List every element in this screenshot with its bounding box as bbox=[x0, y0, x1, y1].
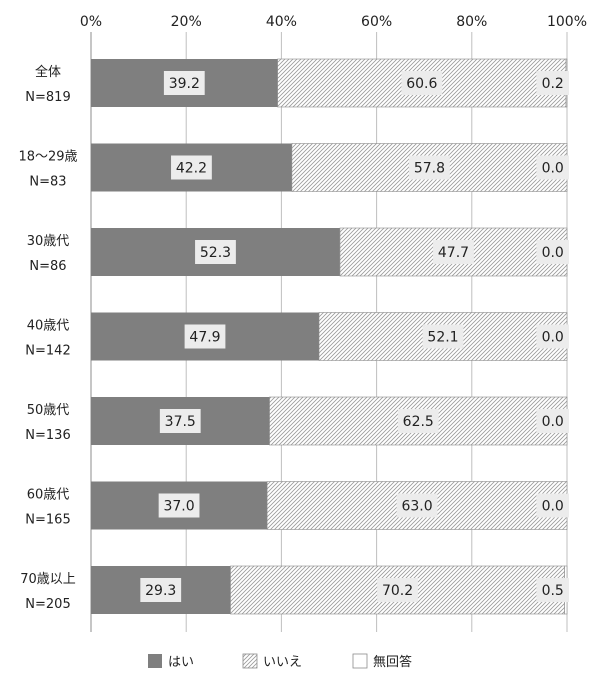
data-label: 42.2 bbox=[176, 161, 207, 177]
data-label-bg bbox=[159, 409, 201, 433]
data-label-bg bbox=[536, 155, 569, 180]
data-label: 37.5 bbox=[165, 414, 196, 430]
data-label-bg bbox=[397, 409, 439, 433]
data-label: 29.3 bbox=[145, 583, 176, 599]
category-n: N=83 bbox=[29, 175, 66, 190]
data-label: 52.1 bbox=[427, 330, 458, 346]
category-name: 70歳以上 bbox=[20, 572, 76, 587]
category-name: 60歳代 bbox=[27, 488, 70, 503]
category-name: 全体 bbox=[35, 64, 61, 80]
data-label: 0.0 bbox=[542, 414, 564, 430]
bar-segment bbox=[339, 227, 568, 277]
x-tick-label: 40% bbox=[266, 14, 297, 30]
legend-swatch bbox=[352, 653, 368, 669]
data-label: 57.8 bbox=[414, 161, 445, 177]
data-label-bg bbox=[396, 493, 438, 518]
data-label: 0.5 bbox=[542, 583, 564, 599]
data-label-bg bbox=[377, 578, 418, 602]
category-name: 30歳代 bbox=[27, 234, 70, 249]
category-n: N=86 bbox=[29, 259, 66, 274]
data-label: 52.3 bbox=[200, 245, 231, 261]
data-label-bg bbox=[171, 155, 212, 180]
category-n: N=136 bbox=[25, 428, 70, 443]
data-label-bg bbox=[536, 409, 569, 433]
category-name: 40歳代 bbox=[27, 319, 70, 334]
data-label: 0.0 bbox=[542, 161, 564, 177]
data-label-bg bbox=[158, 493, 200, 518]
x-tick-label: 60% bbox=[361, 14, 392, 30]
x-tick-label: 20% bbox=[171, 14, 202, 30]
x-tick-label: 80% bbox=[456, 14, 487, 30]
data-label: 0.0 bbox=[542, 499, 564, 515]
category-n: N=142 bbox=[25, 344, 70, 359]
data-label: 47.7 bbox=[438, 245, 469, 261]
legend: はい いいえ 無回答 bbox=[148, 653, 412, 670]
data-label-bg bbox=[184, 324, 226, 349]
category-labels: 全体 N=819 18～29歳 N=83 30歳代 N=86 40歳代 N=142 50歳代 N=… bbox=[18, 64, 77, 612]
data-label: 70.2 bbox=[382, 583, 413, 599]
data-label-bg bbox=[536, 324, 569, 349]
data-label-bg bbox=[401, 71, 443, 95]
data-label: 60.6 bbox=[406, 76, 437, 92]
legend-label: いいえ bbox=[263, 655, 302, 670]
data-label: 0.0 bbox=[542, 330, 564, 346]
data-label-bg bbox=[422, 324, 464, 349]
data-label-bg bbox=[536, 578, 569, 602]
x-tick-label: 100% bbox=[547, 14, 587, 30]
legend-label: はい bbox=[168, 655, 194, 670]
data-label: 63.0 bbox=[401, 499, 432, 515]
category-name: 50歳代 bbox=[27, 403, 70, 418]
legend-label: 無回答 bbox=[373, 654, 412, 670]
data-label-bg bbox=[536, 240, 569, 264]
data-label: 39.2 bbox=[169, 76, 200, 92]
legend-swatch bbox=[242, 653, 258, 669]
data-label: 0.0 bbox=[542, 245, 564, 261]
data-label: 62.5 bbox=[403, 414, 434, 430]
data-label: 37.0 bbox=[163, 499, 194, 515]
category-n: N=165 bbox=[25, 513, 70, 528]
category-n: N=819 bbox=[25, 90, 70, 105]
bars: 39.2 60.6 0.2 42.2 57.8 0.0 52.3 47.7 0.0 47.9 52.… bbox=[91, 58, 569, 615]
data-label-bg bbox=[195, 240, 236, 264]
data-label: 0.2 bbox=[542, 76, 564, 92]
data-label-bg bbox=[409, 155, 450, 180]
data-label-bg bbox=[536, 71, 569, 95]
legend-swatch bbox=[148, 654, 162, 668]
category-n: N=205 bbox=[25, 597, 70, 612]
data-label-bg bbox=[536, 493, 569, 518]
data-label-bg bbox=[163, 71, 205, 95]
x-tick-labels: 0% 20% 40% 60% 80% 100% bbox=[80, 14, 587, 30]
data-label: 47.9 bbox=[189, 330, 220, 346]
data-label-bg bbox=[140, 578, 182, 602]
x-tick-label: 0% bbox=[80, 14, 102, 30]
category-name: 18～29歳 bbox=[18, 150, 77, 165]
data-label-bg bbox=[433, 240, 474, 264]
